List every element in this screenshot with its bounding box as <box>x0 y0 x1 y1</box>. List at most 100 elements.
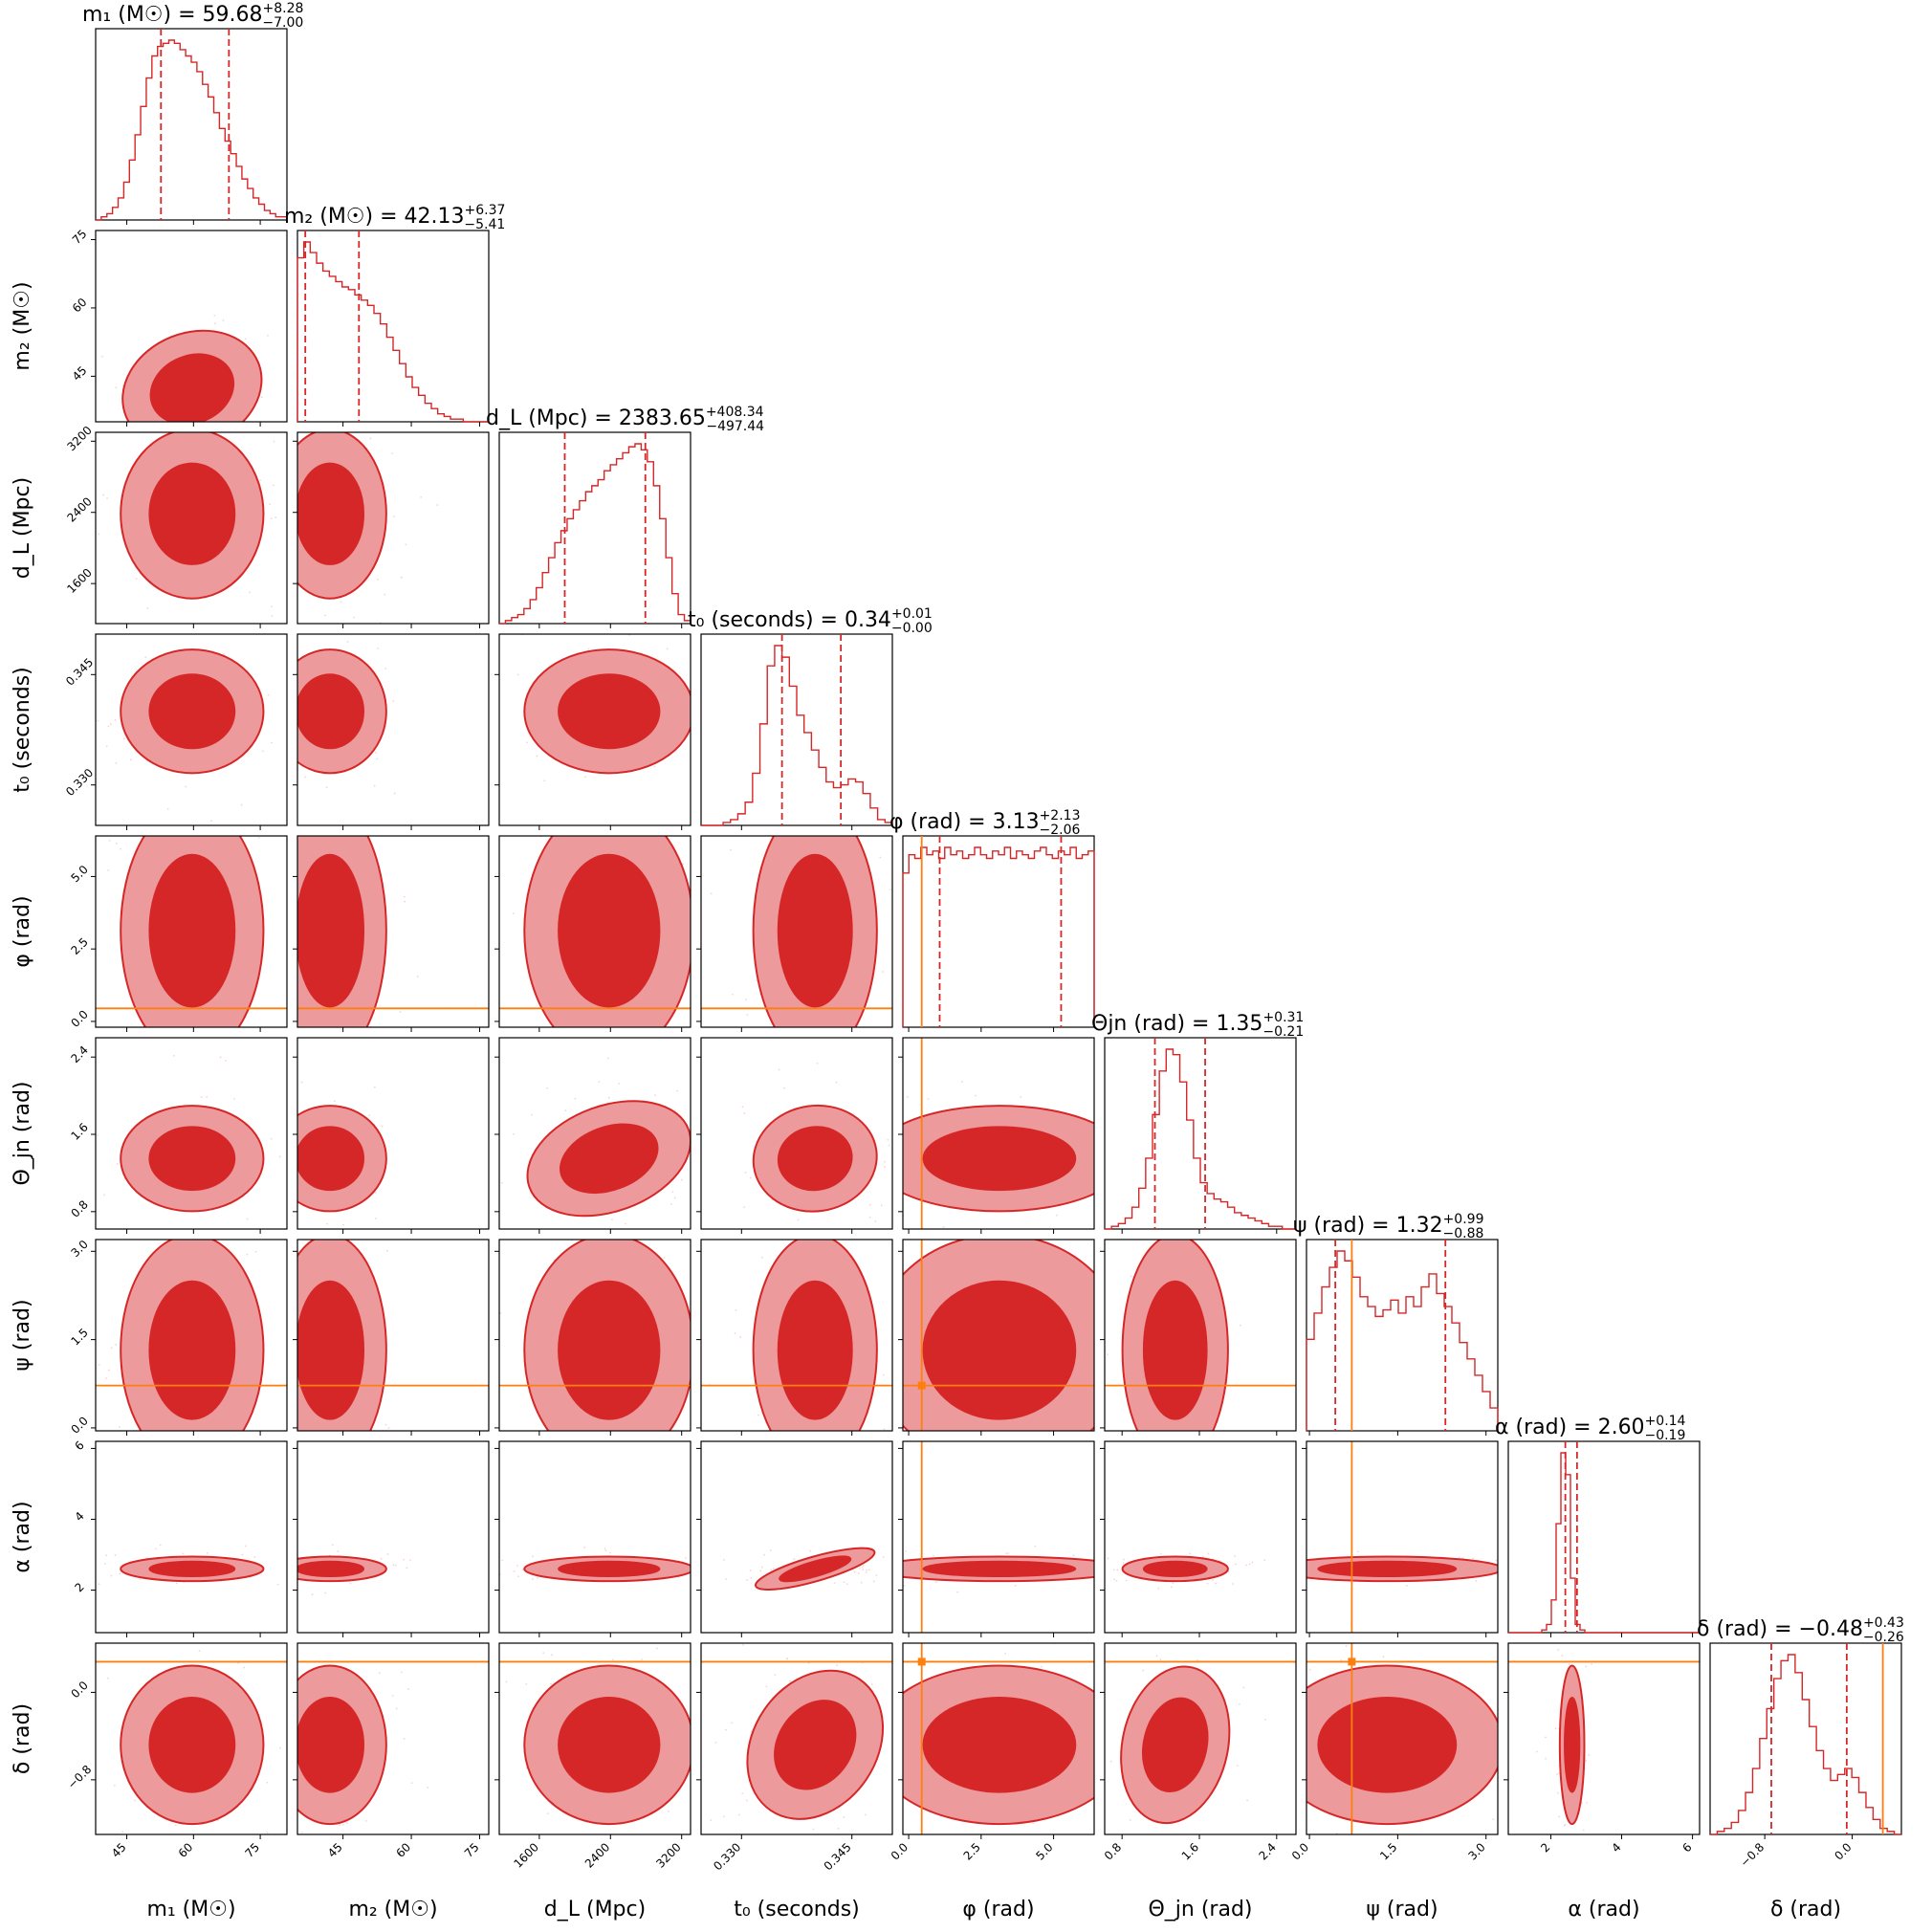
sample-point <box>722 1815 725 1818</box>
sample-point <box>79 406 81 407</box>
sample-point <box>1183 1634 1185 1636</box>
sample-point <box>253 1556 256 1559</box>
sample-point <box>134 1799 137 1802</box>
sample-point <box>1458 1556 1460 1559</box>
sample-point <box>783 1087 786 1089</box>
sample-point <box>724 1872 726 1874</box>
sample-point <box>1118 1235 1120 1237</box>
contour-panel-6-4 <box>902 1239 1095 1432</box>
sample-point <box>862 1564 865 1567</box>
sample-point <box>496 695 498 697</box>
panel-title: φ (rad) = 3.13+2.13 −2.06 <box>889 808 1080 838</box>
sample-point <box>975 1094 977 1097</box>
histogram-step <box>1306 1250 1499 1431</box>
sample-point <box>956 1591 959 1593</box>
sample-point <box>757 1414 759 1416</box>
sample-point <box>107 1677 109 1680</box>
sample-point <box>81 1794 83 1796</box>
y-tick-label: 0.345 <box>63 655 96 688</box>
sample-point <box>903 1584 906 1587</box>
sample-point <box>1475 1580 1478 1582</box>
sample-point <box>222 319 225 322</box>
contour-inner <box>148 853 236 1008</box>
hist-panel-7: α (rad) = 2.60+0.14 −0.19 <box>1495 1414 1701 1634</box>
sample-point <box>1545 1757 1547 1760</box>
sample-point <box>273 484 274 487</box>
sample-point <box>182 1035 184 1037</box>
x-tick-label: 45 <box>325 1840 345 1860</box>
sample-point <box>1556 1791 1559 1794</box>
sample-point <box>289 978 291 980</box>
x-tick-label: 2.4 <box>1257 1840 1279 1862</box>
sample-point <box>393 792 396 795</box>
sample-point <box>543 779 546 782</box>
sample-point <box>98 1583 100 1586</box>
sample-point <box>1561 1655 1564 1657</box>
sample-point <box>1102 1583 1104 1585</box>
x-axis-label: φ (rad) <box>962 1898 1034 1921</box>
panel-title: ψ (rad) = 1.32+0.99 −0.88 <box>1293 1212 1483 1241</box>
contour-inner <box>1142 1280 1208 1420</box>
panel-frame <box>902 1440 1095 1634</box>
sample-point <box>115 386 118 389</box>
sample-point <box>742 1643 744 1646</box>
sample-point <box>1187 1233 1189 1235</box>
panel-frame <box>902 1037 1095 1230</box>
sample-point <box>159 424 161 426</box>
sample-point <box>210 820 212 823</box>
sample-point <box>1554 1727 1557 1730</box>
sample-point <box>107 868 110 871</box>
contour-inner <box>922 1280 1077 1420</box>
sample-point <box>1582 1829 1585 1832</box>
sample-point <box>1167 1842 1169 1844</box>
sample-point <box>666 827 668 829</box>
sample-point <box>293 882 295 884</box>
sample-point <box>1107 1557 1109 1560</box>
sample-point <box>341 1823 344 1826</box>
sample-point <box>422 825 424 827</box>
contour-panel-8-3 <box>700 1642 893 1874</box>
x-tick-label: 5.0 <box>1033 1840 1055 1862</box>
sample-point <box>291 1373 293 1375</box>
sample-point <box>546 1812 549 1815</box>
sample-point <box>420 495 423 498</box>
sample-point <box>373 784 376 787</box>
sample-point <box>927 1855 929 1856</box>
sample-point <box>574 1097 577 1100</box>
sample-point <box>670 1202 672 1205</box>
sample-point <box>546 1087 549 1089</box>
sample-point <box>744 1172 747 1174</box>
sample-point <box>119 1572 121 1575</box>
y-axis-label: d_L (Mpc) <box>11 477 34 579</box>
sample-point <box>1556 1773 1558 1776</box>
contour-panel-2-0 <box>95 424 288 626</box>
sample-point <box>294 1874 296 1876</box>
sample-point <box>436 504 438 506</box>
sample-point <box>88 686 90 688</box>
sample-point <box>1147 1869 1149 1871</box>
contour-panel-5-1 <box>296 1037 490 1230</box>
x-tick-label: 0.330 <box>711 1840 743 1873</box>
sample-point <box>960 1081 963 1083</box>
sample-point <box>1568 1663 1570 1665</box>
sample-point <box>1545 1736 1547 1739</box>
contour-panel-2-1 <box>296 431 490 625</box>
sample-point <box>874 1219 877 1222</box>
y-tick-label: 1600 <box>64 566 94 596</box>
sample-point <box>513 1132 516 1135</box>
sample-point <box>191 625 193 626</box>
sample-point <box>105 745 108 748</box>
x-tick-label: 1.6 <box>1179 1840 1201 1862</box>
sample-point <box>927 1098 930 1101</box>
sample-point <box>1246 1799 1249 1802</box>
sample-point <box>816 1062 819 1065</box>
sample-point <box>106 497 109 499</box>
sample-point <box>130 424 132 426</box>
contour-panel-4-0 <box>95 835 291 1037</box>
sample-point <box>232 1097 235 1100</box>
sample-point <box>289 1779 291 1781</box>
sample-point <box>741 1792 744 1795</box>
contour-inner <box>1564 1697 1581 1793</box>
y-axis-label: δ (rad) <box>11 1703 34 1774</box>
sample-point <box>295 1579 296 1581</box>
